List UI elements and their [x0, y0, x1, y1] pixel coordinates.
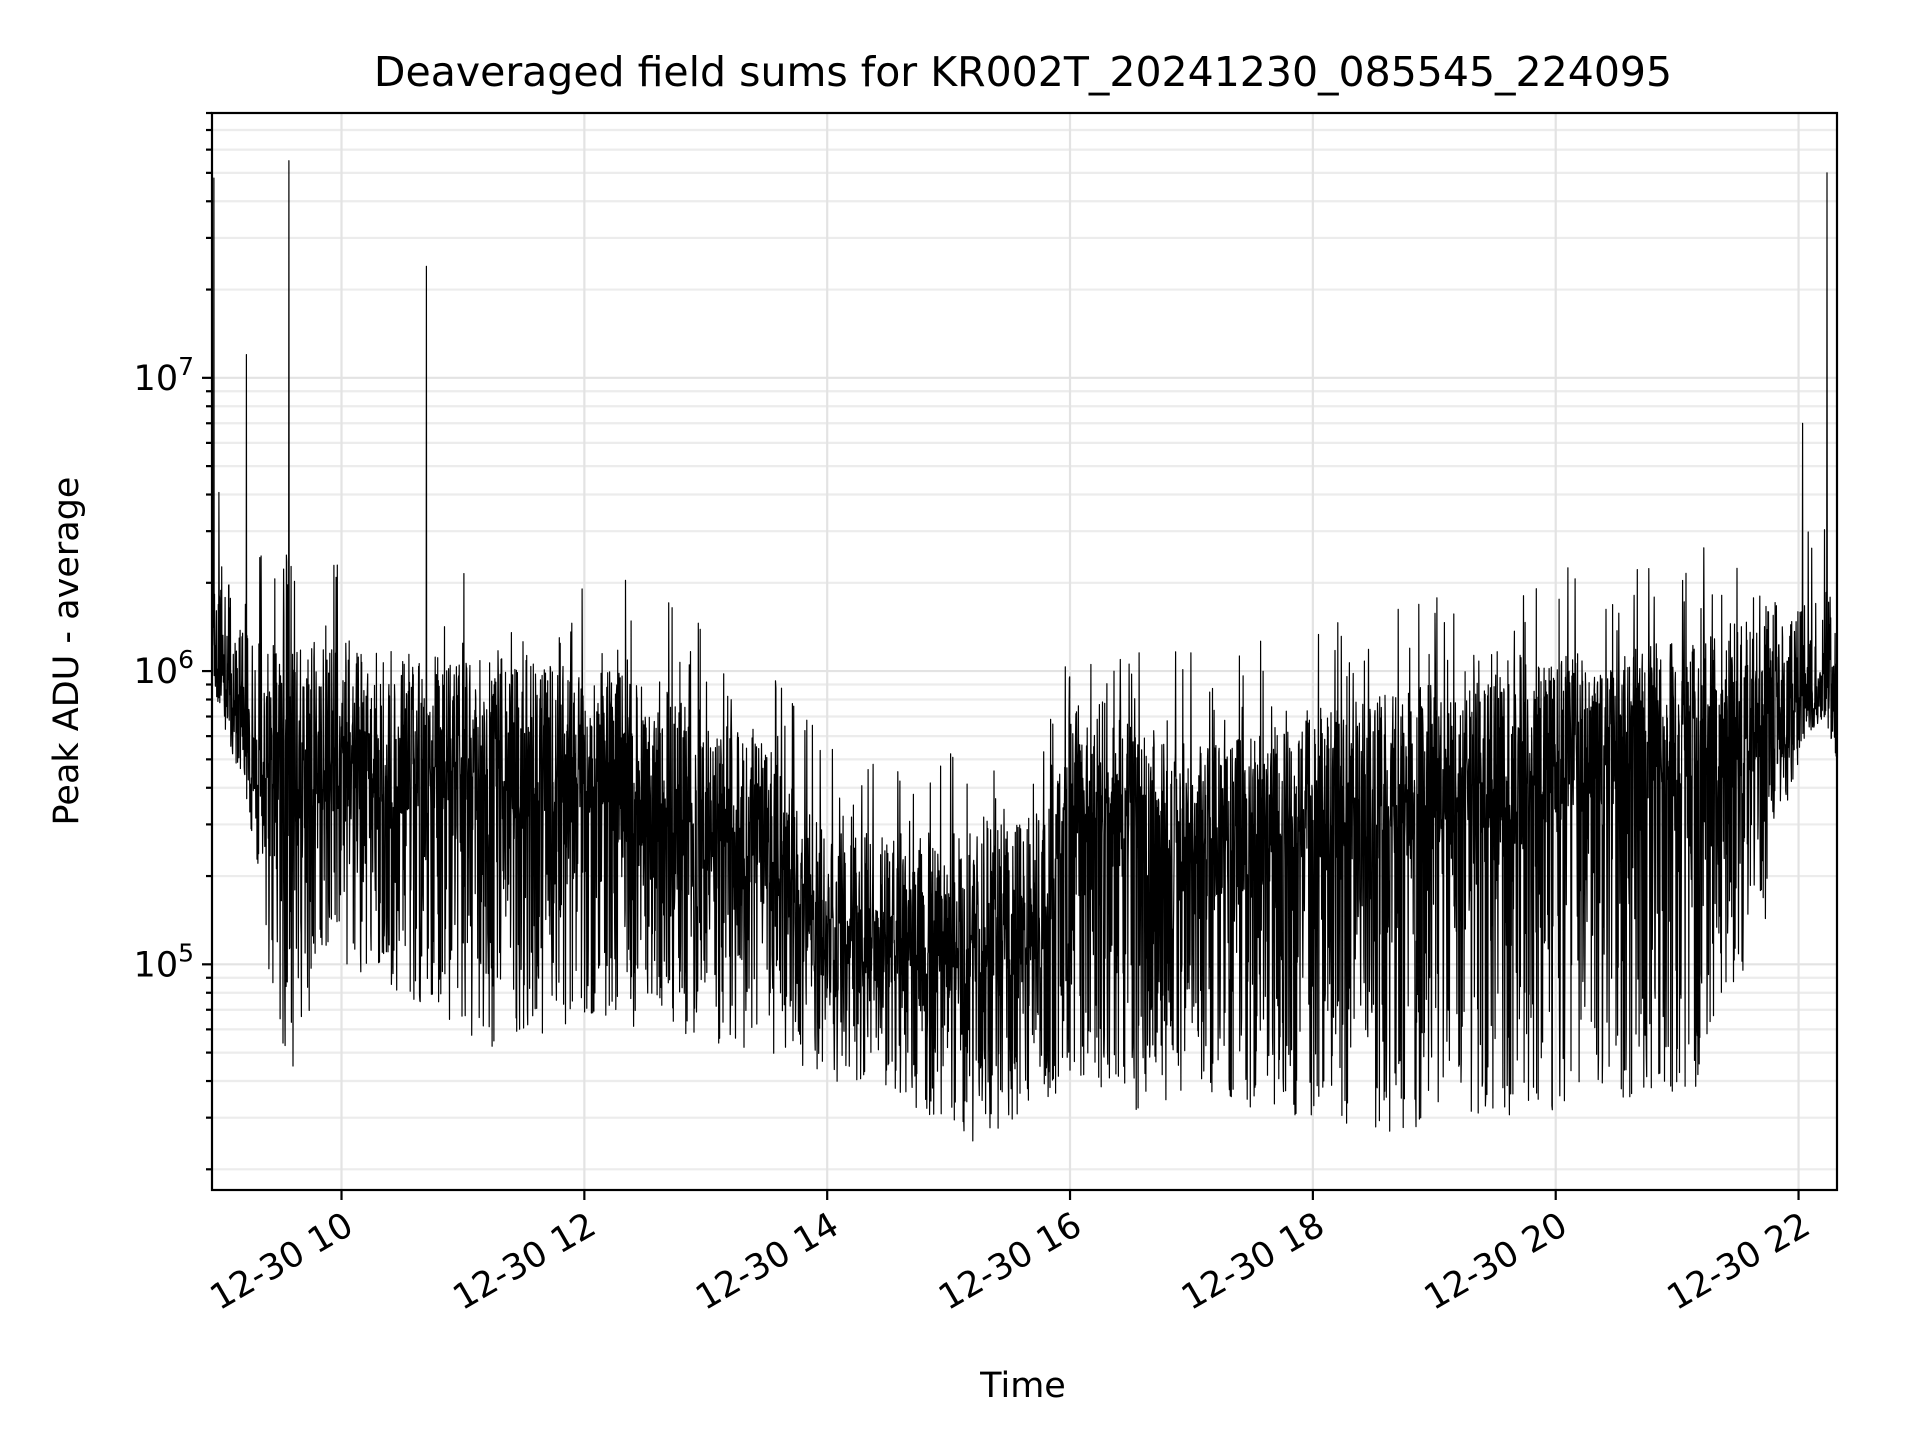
y-tick-label: 107 — [134, 352, 194, 399]
chart-title: Deaveraged field sums for KR002T_2024123… — [374, 48, 1672, 96]
series-line — [211, 160, 1838, 1142]
y-tick-label: 105 — [134, 938, 194, 985]
y-axis-label: Peak ADU - average — [47, 477, 87, 826]
plot-area-frame — [210, 111, 1839, 1192]
x-axis-label: Time — [979, 1366, 1066, 1406]
y-axis: 105 106 107 — [134, 111, 212, 1171]
y-tick-label: 106 — [134, 645, 194, 692]
data-series — [211, 160, 1838, 1142]
